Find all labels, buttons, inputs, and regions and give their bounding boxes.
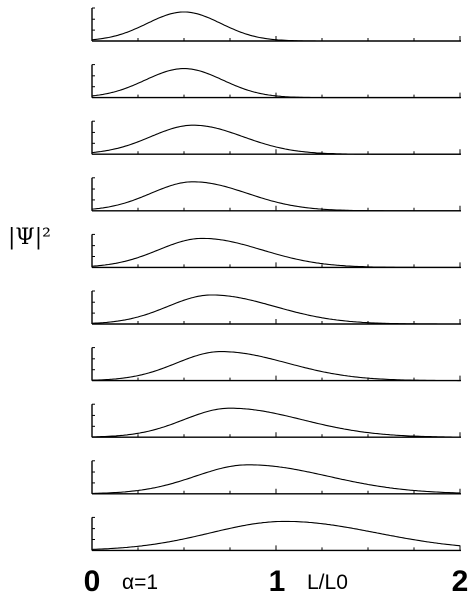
panel-9-curve [92, 464, 461, 494]
panel-8-curve [91, 407, 460, 438]
panels-group [91, 7, 461, 552]
panel-3-curve [91, 124, 460, 155]
panel-7-curve [91, 351, 460, 382]
x-tick-label-1: 1 [269, 565, 286, 598]
y-axis-label: |Ψ|² [8, 225, 51, 250]
panel-2-curve [91, 68, 460, 99]
panel-10-curve [91, 520, 461, 550]
x-tick-label-0: 0 [84, 565, 101, 598]
panel-5-curve [91, 237, 460, 268]
x-tick-label-2: 2 [452, 565, 469, 598]
panel-1-curve [91, 11, 460, 42]
alpha-annotation: α=1 [122, 571, 158, 594]
panel-4-curve [91, 181, 460, 212]
x-axis-label: L/L0 [307, 571, 348, 594]
panel-6-curve [91, 294, 460, 325]
